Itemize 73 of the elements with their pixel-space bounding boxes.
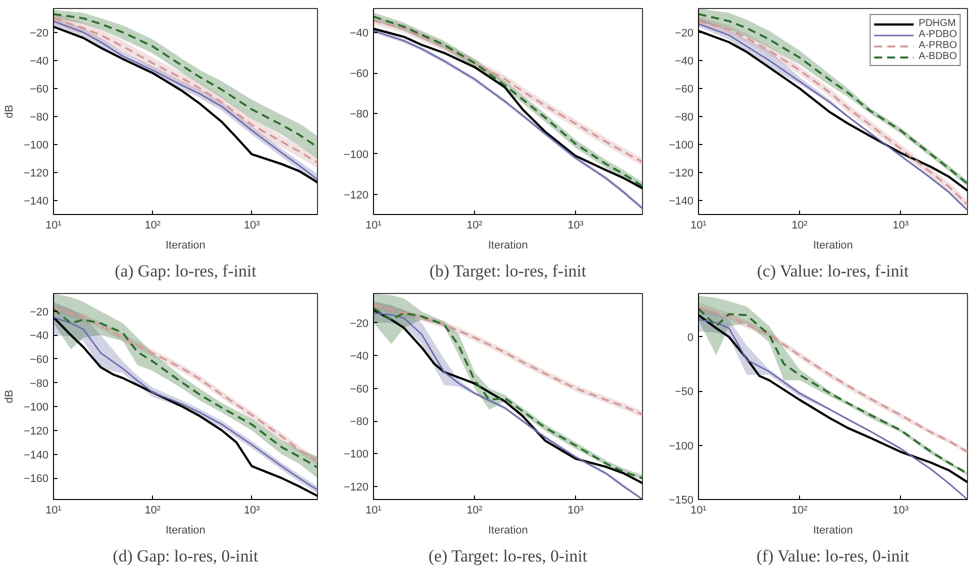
x-tick-label: 10³	[568, 504, 584, 516]
legend-label: A-PDBO	[918, 29, 957, 40]
y-tick-label: −60	[30, 83, 49, 96]
y-tick-label: −100	[344, 448, 369, 461]
y-tick-label: −40	[30, 330, 49, 342]
y-tick-label: 0	[687, 332, 694, 344]
x-tick-label: 10²	[144, 504, 161, 516]
y-tick-label: −140	[668, 195, 694, 208]
y-tick-label: −120	[24, 167, 49, 180]
legend-label: A-PRBO	[918, 40, 957, 51]
y-tick-label: −120	[344, 481, 369, 494]
text: (a) Gap: lo-res, f-init	[114, 262, 257, 280]
y-tick-label: −100	[668, 139, 694, 152]
x-tick-label: 10²	[466, 504, 483, 516]
text: (e) Target: lo-res, 0-init	[428, 546, 588, 566]
y-tick-label: −60	[350, 383, 369, 396]
x-tick-label: 10¹	[690, 220, 707, 232]
x-tick-label: 10²	[144, 220, 161, 232]
y-tick-label: −20	[350, 318, 369, 330]
x-tick-label: 10¹	[46, 220, 62, 232]
text: (b) Target: lo-res, f-init	[429, 262, 587, 280]
y-tick-label: −100	[24, 402, 49, 414]
y-tick-label: −50	[674, 386, 694, 398]
x-axis-title: Iteration	[813, 524, 853, 536]
x-axis-title: Iteration	[166, 240, 206, 252]
y-tick-label: −80	[674, 111, 694, 124]
y-tick-label: −60	[30, 354, 49, 366]
x-tick-label: 10²	[466, 220, 483, 232]
text: (f) Value: lo-res, 0-init	[756, 546, 910, 566]
y-tick-label: −120	[344, 189, 369, 202]
legend-label: A-BDBO	[918, 51, 957, 62]
x-tick-label: 10¹	[46, 504, 62, 516]
y-tick-label: −80	[350, 416, 369, 428]
y-tick-label: −20	[30, 306, 49, 318]
x-tick-label: 10³	[892, 220, 909, 232]
y-tick-label: −120	[668, 167, 694, 180]
x-axis-title: Iteration	[166, 524, 206, 536]
y-tick-label: −80	[30, 378, 49, 390]
y-tick-label: −40	[674, 55, 694, 68]
y-tick-label: −40	[350, 350, 369, 363]
x-tick-label: 10¹	[366, 220, 382, 232]
x-tick-label: 10³	[892, 504, 909, 516]
y-tick-label: −150	[668, 494, 694, 506]
text: (c) Value: lo-res, f-init	[757, 262, 909, 280]
x-tick-label: 10¹	[366, 504, 382, 516]
y-tick-label: −100	[344, 148, 369, 161]
y-tick-label: −140	[24, 195, 49, 208]
y-tick-label: −140	[24, 449, 49, 462]
y-tick-label: −40	[350, 28, 369, 40]
legend-label: PDHGM	[918, 18, 956, 29]
x-axis-title: Iteration	[813, 240, 853, 252]
y-tick-label: −80	[30, 111, 49, 124]
y-tick-label: −160	[24, 473, 49, 486]
y-tick-label: −20	[674, 27, 694, 40]
x-tick-label: 10¹	[690, 504, 707, 516]
x-tick-label: 10³	[568, 220, 584, 232]
y-tick-label: −80	[350, 108, 369, 121]
x-tick-label: 10²	[792, 504, 808, 516]
x-tick-label: 10²	[792, 220, 808, 232]
y-tick-label: −60	[674, 83, 694, 96]
x-tick-label: 10³	[244, 220, 260, 232]
x-axis-title: Iteration	[488, 524, 528, 536]
x-tick-label: 10³	[244, 504, 260, 516]
y-tick-label: −20	[30, 27, 49, 40]
y-tick-label: −120	[24, 425, 49, 438]
y-tick-label: −40	[30, 55, 49, 68]
x-axis-title: Iteration	[488, 240, 528, 252]
y-tick-label: −60	[350, 68, 369, 80]
text: (d) Gap: lo-res, 0-init	[112, 546, 258, 566]
y-tick-label: −100	[668, 440, 694, 452]
y-axis-title: dB	[4, 104, 16, 118]
y-axis-title: dB	[4, 390, 16, 404]
y-tick-label: −100	[24, 139, 49, 152]
